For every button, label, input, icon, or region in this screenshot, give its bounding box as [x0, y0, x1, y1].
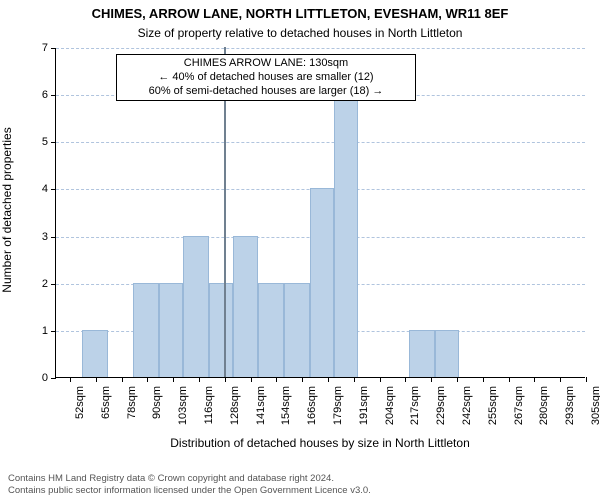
histogram-bar: [209, 283, 233, 377]
plot-area: 0123456752sqm65sqm78sqm90sqm103sqm116sqm…: [55, 48, 585, 378]
x-tick-label: 141sqm: [255, 386, 267, 425]
histogram-bar: [284, 283, 310, 377]
x-tick: [225, 377, 226, 382]
grid-line: [56, 48, 585, 49]
x-tick: [380, 377, 381, 382]
x-tick-label: 52sqm: [74, 386, 86, 419]
x-tick-label: 128sqm: [229, 386, 241, 425]
x-tick-label: 65sqm: [100, 386, 112, 419]
x-tick: [251, 377, 252, 382]
histogram-bar: [310, 188, 334, 377]
x-tick: [586, 377, 587, 382]
grid-line: [56, 142, 585, 143]
x-axis-label: Distribution of detached houses by size …: [55, 436, 585, 450]
annotation-line: 60% of semi-detached houses are larger (…: [121, 85, 411, 99]
x-tick: [483, 377, 484, 382]
x-tick: [431, 377, 432, 382]
chart-title: CHIMES, ARROW LANE, NORTH LITTLETON, EVE…: [0, 6, 600, 21]
y-tick-label: 6: [42, 89, 56, 101]
x-tick: [122, 377, 123, 382]
histogram-bar: [133, 283, 159, 377]
chart-subtitle: Size of property relative to detached ho…: [0, 26, 600, 40]
x-tick-label: 242sqm: [461, 386, 473, 425]
x-tick-label: 191sqm: [358, 386, 370, 425]
x-tick-label: 90sqm: [151, 386, 163, 419]
x-tick: [354, 377, 355, 382]
x-tick: [457, 377, 458, 382]
footer-line2: Contains public sector information licen…: [8, 485, 371, 496]
histogram-bar: [82, 330, 108, 377]
y-axis-label: Number of detached properties: [0, 110, 14, 310]
histogram-bar: [334, 94, 358, 377]
histogram-bar: [233, 236, 259, 377]
x-tick: [199, 377, 200, 382]
x-tick: [70, 377, 71, 382]
histogram-bar: [159, 283, 183, 377]
histogram-bar: [435, 330, 459, 377]
x-tick-label: 166sqm: [306, 386, 318, 425]
histogram-bar: [183, 236, 209, 377]
y-tick-label: 3: [42, 231, 56, 243]
x-tick-label: 116sqm: [203, 386, 215, 424]
y-tick-label: 1: [42, 325, 56, 337]
x-tick: [509, 377, 510, 382]
y-tick-label: 5: [42, 136, 56, 148]
x-tick-label: 305sqm: [590, 386, 600, 425]
y-tick-label: 7: [42, 42, 56, 54]
annotation-line: ← 40% of detached houses are smaller (12…: [121, 71, 411, 85]
x-tick-label: 267sqm: [513, 386, 525, 425]
x-tick-label: 103sqm: [177, 386, 189, 425]
x-tick: [302, 377, 303, 382]
x-tick-label: 293sqm: [564, 386, 576, 425]
x-tick: [96, 377, 97, 382]
x-tick-label: 229sqm: [435, 386, 447, 425]
chart-container: CHIMES, ARROW LANE, NORTH LITTLETON, EVE…: [0, 0, 600, 500]
annotation-box: CHIMES ARROW LANE: 130sqm← 40% of detach…: [116, 54, 416, 101]
x-tick-label: 204sqm: [384, 386, 396, 425]
x-tick: [147, 377, 148, 382]
x-tick-label: 280sqm: [538, 386, 550, 425]
footer-attribution: Contains HM Land Registry data © Crown c…: [8, 473, 371, 496]
x-tick-label: 179sqm: [332, 386, 344, 425]
x-tick: [405, 377, 406, 382]
x-tick: [534, 377, 535, 382]
x-tick: [276, 377, 277, 382]
annotation-line: CHIMES ARROW LANE: 130sqm: [121, 57, 411, 71]
x-tick: [173, 377, 174, 382]
x-tick-label: 154sqm: [280, 386, 292, 425]
y-tick-label: 4: [42, 183, 56, 195]
footer-line1: Contains HM Land Registry data © Crown c…: [8, 473, 371, 484]
y-tick-label: 0: [42, 372, 56, 384]
x-tick-label: 255sqm: [487, 386, 499, 425]
x-tick: [328, 377, 329, 382]
y-tick-label: 2: [42, 278, 56, 290]
histogram-bar: [258, 283, 284, 377]
x-tick-label: 78sqm: [126, 386, 138, 419]
histogram-bar: [409, 330, 435, 377]
x-tick: [560, 377, 561, 382]
x-tick-label: 217sqm: [409, 386, 421, 425]
